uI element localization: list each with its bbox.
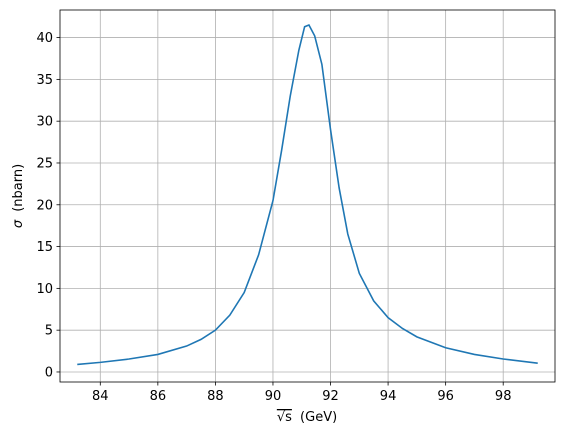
x-gridlines [99,10,504,382]
x-tick-label: 86 [150,389,167,404]
y-tick-label: 10 [36,282,53,297]
x-tick-label: 96 [437,389,454,404]
y-axis-unit: (nbarn) [11,164,26,212]
y-tick-label: 40 [36,31,53,46]
series-line [77,24,538,366]
plot-frame [59,9,556,383]
y-axis-ticks: 0 5 10 15 20 25 30 35 40 [36,31,60,380]
x-axis-ticks: 84 86 88 90 92 94 96 98 [92,382,511,404]
y-gridlines [60,37,555,373]
x-tick-label: 92 [322,389,339,404]
x-tick-label: 94 [380,389,397,404]
x-axis-unit: (GeV) [300,410,337,425]
x-tick-label: 84 [92,389,109,404]
x-tick-label: 88 [207,389,224,404]
x-tick-label: 98 [495,389,512,404]
y-tick-label: 5 [45,324,53,339]
x-axis-sqrt-symbol: √s [277,410,292,425]
x-axis-label: √s (GeV) [277,410,337,425]
y-tick-label: 0 [45,365,53,380]
y-tick-label: 15 [36,240,53,255]
y-tick-label: 30 [36,115,53,130]
y-axis-label: σ (nbarn) [11,164,26,228]
y-tick-label: 25 [36,156,53,171]
y-tick-label: 35 [36,73,53,88]
x-tick-label: 90 [265,389,282,404]
y-axis-symbol: σ [11,219,26,228]
y-tick-label: 20 [36,198,53,213]
